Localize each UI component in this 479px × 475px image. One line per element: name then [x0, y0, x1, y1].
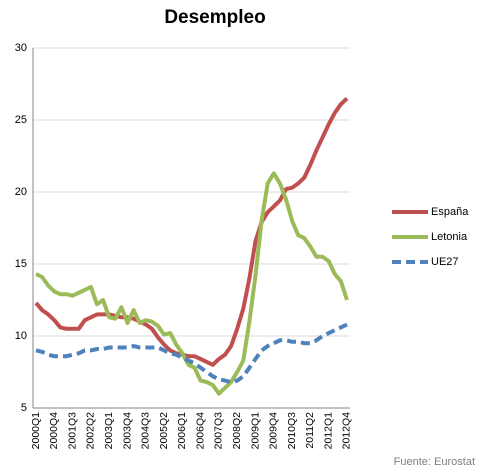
- y-tick-label: 5: [21, 402, 27, 414]
- x-tick-label: 2002Q2: [85, 412, 97, 450]
- legend-label: UE27: [431, 256, 459, 268]
- x-tick-label: 2012Q1: [322, 412, 334, 450]
- x-tick-label: 2007Q3: [213, 412, 225, 450]
- y-tick-label: 20: [15, 186, 27, 198]
- series-line: [35, 171, 349, 396]
- y-tick-label: 25: [15, 114, 27, 126]
- x-tick-label: 2008Q2: [231, 412, 243, 450]
- series-line: [34, 96, 349, 367]
- x-tick-label: 2006Q4: [194, 412, 206, 450]
- x-tick-label: 2004Q3: [140, 412, 152, 450]
- chart-title: Desempleo: [164, 7, 265, 28]
- x-tick-label: 2010Q3: [286, 412, 298, 450]
- y-tick-label: 10: [15, 330, 27, 342]
- x-tick-label: 2000Q1: [30, 412, 42, 450]
- x-tick-label: 2011Q2: [304, 412, 316, 449]
- x-tick-label: 2003Q4: [121, 412, 133, 450]
- x-tick-label: 2006Q1: [176, 412, 188, 450]
- y-tick-label: 30: [15, 42, 27, 54]
- x-tick-label: 2009Q1: [249, 412, 261, 450]
- x-tick-label: 2003Q1: [103, 412, 115, 450]
- x-tick-label: 2000Q4: [48, 412, 60, 450]
- legend-label: Letonia: [431, 231, 468, 243]
- x-tick-label: 2009Q4: [268, 412, 280, 450]
- x-tick-label: 2005Q2: [158, 412, 170, 450]
- source: Fuente: Eurostat: [394, 456, 475, 468]
- y-tick-label: 15: [15, 258, 27, 270]
- x-tick-label: 2012Q4: [341, 412, 353, 450]
- legend-label: España: [431, 206, 469, 218]
- x-tick-label: 2001Q3: [66, 412, 78, 450]
- series-line: [35, 322, 348, 385]
